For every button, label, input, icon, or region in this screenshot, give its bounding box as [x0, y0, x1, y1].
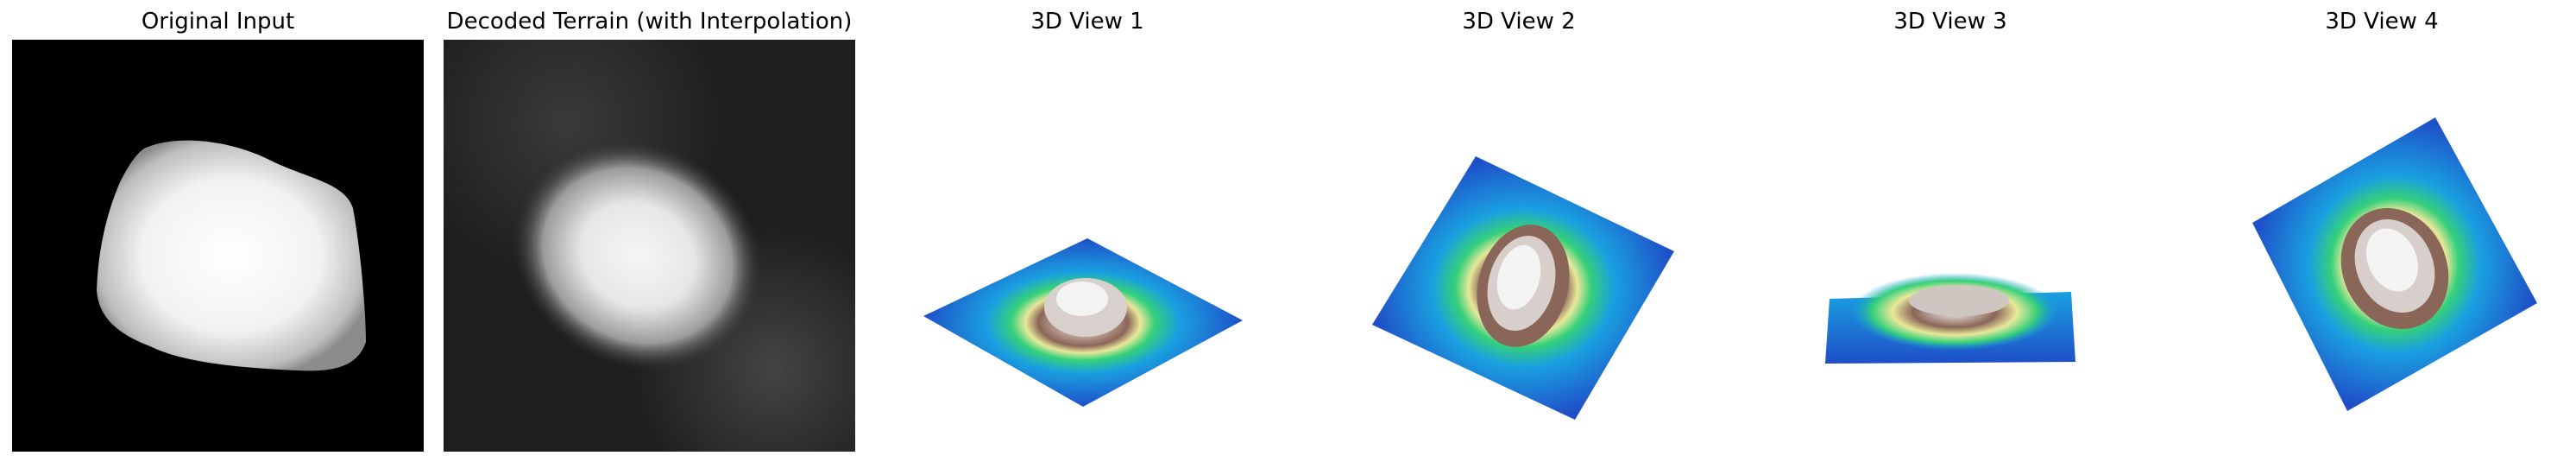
panel-title-3d-view-1: 3D View 1	[1030, 9, 1144, 35]
3d-view-4-surface	[2209, 40, 2554, 454]
panel-title-3d-view-3: 3D View 3	[1893, 9, 2007, 35]
panel-title-original-input: Original Input	[141, 9, 295, 35]
decoded-terrain-image	[444, 40, 855, 452]
panel-title-3d-view-4: 3D View 4	[2325, 9, 2439, 35]
original-input-image	[12, 40, 424, 452]
3d-view-1-surface	[915, 40, 1260, 454]
panel-title-3d-view-2: 3D View 2	[1462, 9, 1576, 35]
3d-view-2-surface	[1346, 40, 1691, 454]
3d-view-3-surface	[1778, 40, 2123, 454]
panel-title-decoded-terrain: Decoded Terrain (with Interpolation)	[446, 9, 853, 35]
